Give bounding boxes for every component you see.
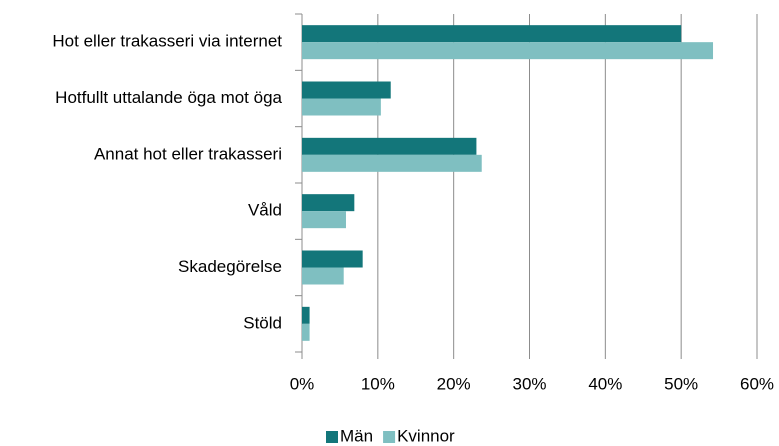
bar [302,25,682,43]
legend-swatch [326,431,338,443]
x-tick-label: 60% [740,374,774,393]
x-tick-label: 0% [290,374,315,393]
x-tick-label: 10% [361,374,395,393]
bar [302,250,363,268]
y-tick-label: Skadegörelse [178,257,282,276]
x-tick-label: 20% [437,374,471,393]
bar [302,81,391,99]
y-tick-label: Stöld [243,313,282,332]
x-tick-label: 40% [588,374,622,393]
bar [302,98,381,116]
bar [302,323,310,341]
bar [302,42,714,60]
legend-swatch [383,431,396,443]
y-tick-label: Våld [248,201,282,220]
bar [302,154,482,172]
bar [302,194,355,212]
x-tick-label: 30% [512,374,546,393]
bar [302,306,310,324]
bar [302,211,346,229]
y-tick-label: Hot eller trakasseri via internet [52,32,282,51]
bar [302,267,344,285]
x-tick-label: 50% [664,374,698,393]
bar [302,137,477,155]
legend-label: Kvinnor [397,426,455,445]
y-tick-label: Annat hot eller trakasseri [94,144,282,163]
legend-label: Män [340,426,373,445]
y-tick-label: Hotfullt uttalande öga mot öga [55,88,282,107]
